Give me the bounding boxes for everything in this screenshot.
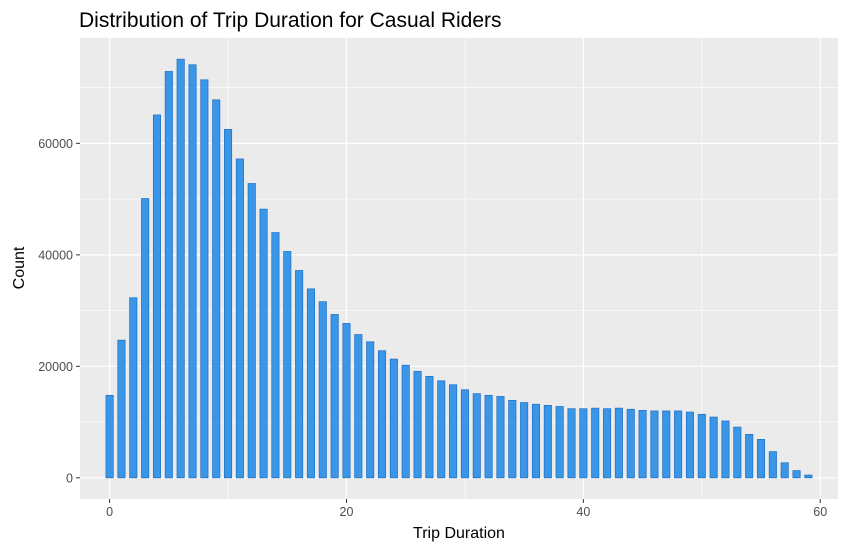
x-axis-title: Trip Duration: [413, 525, 505, 542]
y-tick-label: 60000: [38, 137, 73, 151]
histogram-bar: [555, 406, 564, 479]
histogram-bar: [306, 288, 315, 479]
histogram-bar: [366, 341, 375, 479]
histogram-bar: [709, 416, 718, 479]
histogram-bar: [271, 232, 280, 479]
histogram-bar: [745, 433, 754, 479]
histogram-bar: [579, 408, 588, 479]
histogram-bar: [567, 408, 576, 479]
histogram-bar: [804, 474, 813, 479]
histogram-bar: [401, 364, 410, 479]
histogram-bar: [342, 323, 351, 479]
histogram-bar: [449, 384, 458, 479]
histogram-bar: [105, 394, 114, 479]
histogram-bar: [224, 129, 233, 479]
histogram-bar: [650, 410, 659, 479]
histogram-bar: [531, 403, 541, 479]
histogram-bar: [484, 394, 493, 479]
histogram-bar: [626, 408, 635, 479]
y-axis: 0 20000 40000 60000: [38, 137, 80, 485]
histogram-bar: [389, 358, 398, 479]
histogram-bar: [330, 314, 339, 479]
histogram-bar: [354, 334, 363, 479]
histogram-bar: [283, 251, 292, 479]
histogram-bar: [638, 410, 647, 479]
x-tick-label: 20: [340, 505, 354, 519]
y-tick-label: 0: [66, 471, 73, 485]
y-tick-label: 40000: [38, 248, 73, 262]
histogram-bar: [318, 301, 327, 479]
histogram-bar: [543, 405, 552, 479]
histogram-bar: [413, 370, 422, 479]
histogram-bar: [212, 99, 221, 479]
x-tick-label: 60: [813, 505, 827, 519]
histogram-bar: [200, 79, 209, 479]
histogram-bar: [472, 393, 481, 479]
histogram-bar: [425, 376, 434, 479]
histogram-bar: [733, 426, 742, 479]
histogram-bar: [768, 451, 777, 479]
histogram-bar: [377, 350, 387, 479]
histogram-bar: [508, 399, 517, 479]
histogram-bar: [721, 420, 730, 479]
histogram-bar: [603, 408, 612, 479]
histogram-bar: [117, 339, 126, 479]
histogram-bar: [460, 389, 469, 479]
x-axis: 0 20 40 60: [106, 499, 827, 519]
histogram-bar: [674, 410, 683, 479]
histogram-bar: [591, 407, 600, 479]
histogram-bar: [496, 396, 505, 479]
histogram-bar: [129, 297, 138, 479]
x-tick-label: 0: [106, 505, 113, 519]
histogram-bar: [295, 270, 304, 479]
histogram-bar: [235, 158, 244, 479]
histogram-bar: [520, 402, 529, 479]
histogram-bar: [176, 58, 185, 479]
histogram-bar: [662, 410, 671, 479]
histogram-bar: [188, 64, 197, 479]
histogram-bar: [756, 439, 766, 479]
histogram-bar: [697, 413, 706, 479]
histogram-bar: [685, 411, 694, 479]
histogram-bar: [259, 208, 268, 479]
histogram-bar: [152, 114, 162, 479]
histogram-bar: [164, 71, 173, 479]
bars-group: [105, 58, 813, 479]
y-tick-label: 20000: [38, 360, 73, 374]
histogram-bar: [247, 183, 256, 479]
histogram-bar: [792, 470, 801, 479]
chart-title: Distribution of Trip Duration for Casual…: [79, 9, 502, 32]
y-axis-title: Count: [11, 246, 28, 289]
histogram-bar: [141, 198, 150, 479]
histogram-bar: [780, 462, 789, 479]
histogram-bar: [614, 407, 623, 479]
histogram-bar: [437, 380, 446, 479]
x-tick-label: 40: [576, 505, 590, 519]
